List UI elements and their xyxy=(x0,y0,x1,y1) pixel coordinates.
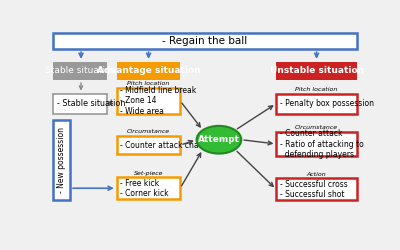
Text: Action: Action xyxy=(307,172,326,177)
Text: - Penalty box possession: - Penalty box possession xyxy=(280,99,374,108)
FancyBboxPatch shape xyxy=(53,120,70,200)
Text: - Regain the ball: - Regain the ball xyxy=(162,36,248,46)
Text: Advantage situation: Advantage situation xyxy=(97,66,200,76)
Text: - Counter attack
- Ratio of attacking to
  defending players: - Counter attack - Ratio of attacking to… xyxy=(280,129,364,159)
FancyBboxPatch shape xyxy=(53,94,107,114)
FancyBboxPatch shape xyxy=(276,62,357,80)
FancyBboxPatch shape xyxy=(276,178,357,200)
Text: Pitch location: Pitch location xyxy=(296,87,338,92)
Text: Stable situation: Stable situation xyxy=(44,66,116,76)
Text: - Midfield line break
- Zone 14
- Wide area: - Midfield line break - Zone 14 - Wide a… xyxy=(120,86,197,116)
Text: - Successful cross
- Successful shot: - Successful cross - Successful shot xyxy=(280,180,348,199)
Circle shape xyxy=(197,126,241,154)
Text: - New possession: - New possession xyxy=(57,127,66,193)
Text: Attempt: Attempt xyxy=(198,135,240,144)
Text: - Counter attack chance: - Counter attack chance xyxy=(120,140,213,149)
Text: - Stable situation: - Stable situation xyxy=(57,99,125,108)
FancyBboxPatch shape xyxy=(53,33,357,49)
Text: Set-piece: Set-piece xyxy=(134,171,163,176)
Text: Pitch location: Pitch location xyxy=(127,81,170,86)
FancyBboxPatch shape xyxy=(276,94,357,114)
FancyBboxPatch shape xyxy=(117,88,180,114)
FancyBboxPatch shape xyxy=(117,177,180,200)
Text: Circumstance: Circumstance xyxy=(127,129,170,134)
Text: Unstable situation: Unstable situation xyxy=(270,66,364,76)
Text: - Free kick
- Corner kick: - Free kick - Corner kick xyxy=(120,179,169,198)
FancyBboxPatch shape xyxy=(117,136,180,154)
FancyBboxPatch shape xyxy=(117,62,180,80)
FancyBboxPatch shape xyxy=(276,132,357,156)
FancyBboxPatch shape xyxy=(53,62,107,80)
Text: Circumstance: Circumstance xyxy=(295,126,338,130)
